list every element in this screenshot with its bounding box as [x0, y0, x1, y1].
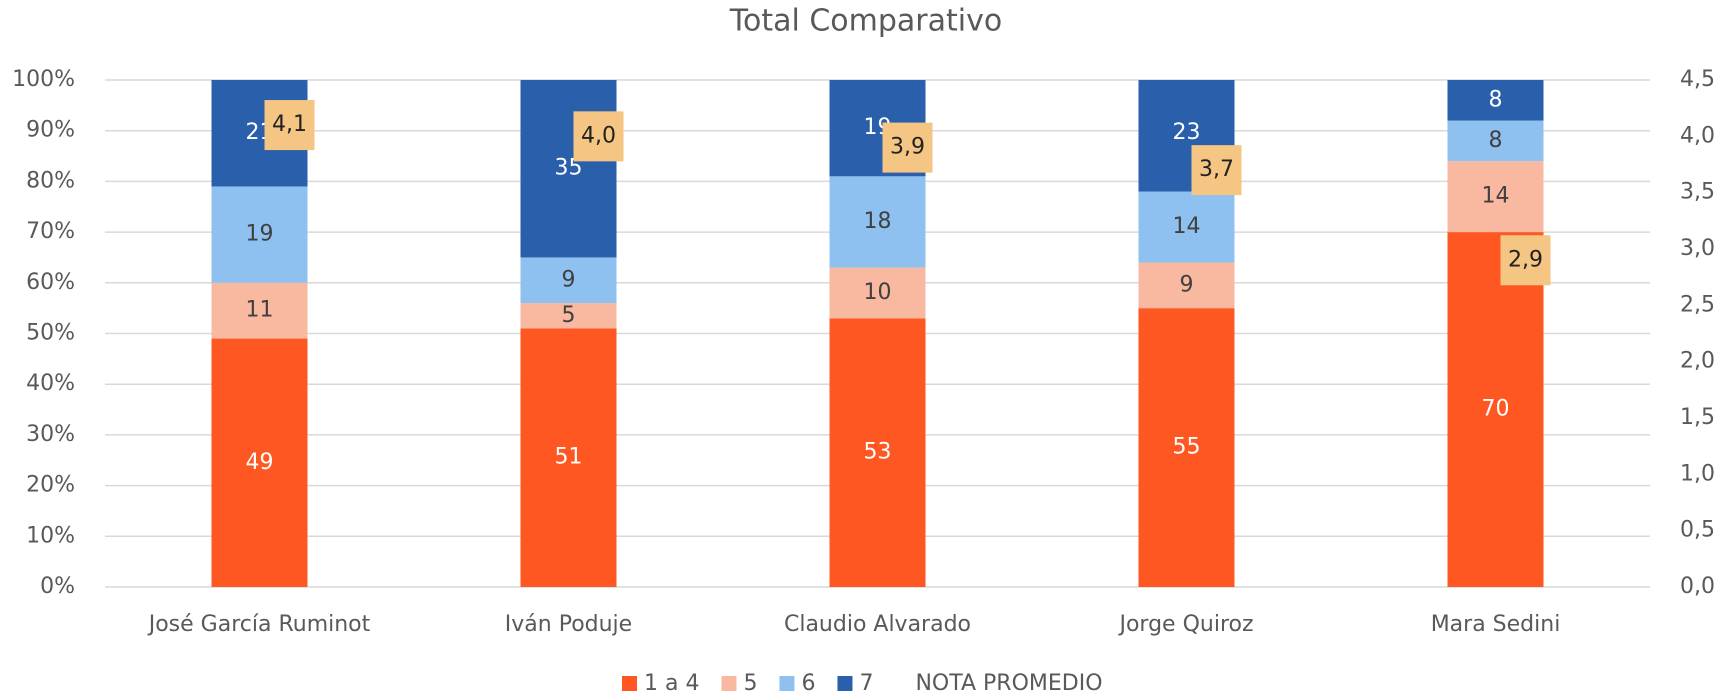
average-box	[1500, 235, 1551, 286]
y-tick-label: 0%	[40, 574, 75, 599]
average-label: 4,0	[581, 123, 616, 148]
data-label: 53	[864, 440, 892, 465]
bar-segment	[1447, 161, 1544, 233]
bars	[211, 80, 1544, 587]
y-tick-label: 90%	[26, 118, 75, 143]
legend-swatch	[837, 676, 853, 691]
y-tick-label: 80%	[26, 168, 75, 193]
y-tick-label: 100%	[12, 67, 75, 92]
data-label: 51	[555, 445, 583, 470]
y-tick-label: 50%	[26, 321, 75, 346]
bar-segment	[520, 80, 617, 258]
y-tick-label: 70%	[26, 219, 75, 244]
x-tick-label: José García Ruminot	[147, 612, 371, 637]
data-label: 8	[1489, 87, 1503, 112]
legend-swatch	[622, 676, 637, 691]
bar-segment	[1138, 191, 1235, 263]
bar-segment	[520, 328, 617, 587]
y-tick-label: 30%	[26, 422, 75, 447]
bar-segment	[1138, 308, 1235, 587]
data-label: 49	[246, 450, 274, 475]
data-label: 14	[1482, 184, 1510, 209]
data-label: 23	[1173, 120, 1201, 145]
chart-title: Total Comparativo	[729, 4, 1002, 39]
bar-segment	[829, 318, 926, 587]
average-box	[882, 122, 933, 173]
bar-segment	[1447, 232, 1544, 587]
y2-tick-label: 2,5	[1680, 292, 1715, 317]
average-box	[1191, 145, 1242, 196]
legend-label: 6	[801, 671, 815, 696]
bar-segment	[1447, 80, 1544, 121]
y2-tick-label: 2,0	[1680, 349, 1715, 374]
data-label: 9	[562, 267, 576, 292]
bar-segment	[1447, 120, 1544, 162]
data-label: 55	[1173, 435, 1201, 460]
bar-segment	[1138, 262, 1235, 309]
bar-segment	[211, 186, 308, 283]
average-box	[573, 111, 624, 162]
average-box	[264, 100, 315, 151]
bar-segment	[211, 282, 308, 339]
x-tick-label: Claudio Alvarado	[784, 612, 971, 637]
data-label: 8	[1489, 128, 1503, 153]
y-tick-label: 20%	[26, 473, 75, 498]
y-tick-label: 40%	[26, 371, 75, 396]
legend-swatch	[779, 676, 795, 691]
legend-swatch	[721, 676, 737, 691]
y2-tick-label: 4,0	[1680, 123, 1715, 148]
data-label: 5	[562, 303, 576, 328]
x-tick-label: Mara Sedini	[1431, 612, 1561, 637]
x-tick-label: Iván Poduje	[505, 612, 632, 637]
bar-segment	[520, 303, 617, 329]
y2-tick-label: 0,0	[1680, 574, 1715, 599]
average-label: 2,9	[1508, 247, 1543, 272]
data-label: 10	[864, 280, 892, 305]
bar-segment	[829, 176, 926, 268]
y2-tick-label: 3,0	[1680, 236, 1715, 261]
legend-label: 5	[743, 671, 757, 696]
legend-label: 1 a 4	[644, 671, 699, 696]
bar-segment	[520, 257, 617, 304]
bar-segment	[829, 267, 926, 319]
y2-tick-label: 1,5	[1680, 405, 1715, 430]
y2-tick-label: 4,5	[1680, 67, 1715, 92]
data-label: 11	[246, 298, 274, 323]
average-label: 3,9	[890, 135, 925, 160]
data-label: 18	[864, 209, 892, 234]
y-tick-label: 10%	[26, 523, 75, 548]
bar-segment	[211, 338, 308, 587]
data-label: 14	[1173, 214, 1201, 239]
y2-tick-label: 0,5	[1680, 518, 1715, 543]
y-tick-label: 60%	[26, 270, 75, 295]
x-tick-label: Jorge Quiroz	[1117, 612, 1253, 637]
data-label: 19	[246, 222, 274, 247]
data-label: 70	[1482, 397, 1510, 422]
average-label: 4,1	[272, 112, 307, 137]
data-label: 9	[1180, 272, 1194, 297]
average-label: 3,7	[1199, 157, 1234, 182]
legend-label: 7	[859, 671, 873, 696]
y2-tick-label: 3,5	[1680, 180, 1715, 205]
legend-label: NOTA PROMEDIO	[915, 671, 1102, 696]
y2-tick-label: 1,0	[1680, 461, 1715, 486]
